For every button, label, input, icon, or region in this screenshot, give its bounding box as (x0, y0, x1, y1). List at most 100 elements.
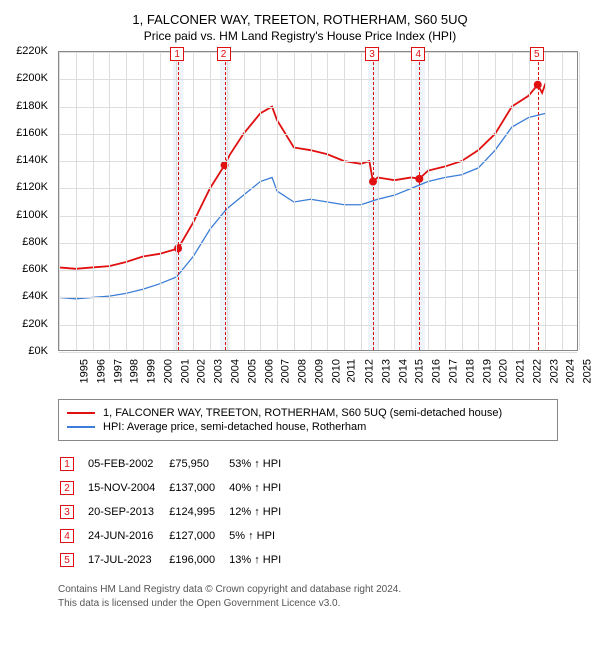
x-axis-label: 2002 (196, 359, 208, 383)
gridline-v (244, 52, 245, 350)
gridline-v (545, 52, 546, 350)
x-axis-label: 2024 (565, 359, 577, 383)
event-line (419, 52, 420, 350)
legend-swatch (67, 426, 95, 428)
event-date: 17-JUL-2023 (88, 549, 167, 571)
gridline-v (193, 52, 194, 350)
gridline-h (59, 270, 577, 271)
x-axis-label: 2014 (397, 359, 409, 383)
event-date: 05-FEB-2002 (88, 453, 167, 475)
gridline-v (529, 52, 530, 350)
x-axis-label: 1998 (129, 359, 141, 383)
x-axis-label: 2011 (346, 359, 358, 383)
y-axis-label: £60K (8, 263, 48, 275)
gridline-v (160, 52, 161, 350)
gridline-v (311, 52, 312, 350)
gridline-v (579, 52, 580, 350)
gridline-h (59, 297, 577, 298)
gridline-v (445, 52, 446, 350)
gridline-v (109, 52, 110, 350)
y-axis-label: £140K (8, 154, 48, 166)
gridline-v (294, 52, 295, 350)
event-badge: 3 (365, 47, 379, 61)
x-axis-label: 1997 (112, 359, 124, 383)
gridline-h (59, 52, 577, 53)
gridline-h (59, 352, 577, 353)
x-axis-label: 2009 (313, 359, 325, 383)
event-number-badge: 3 (60, 505, 74, 519)
plot-region (58, 51, 578, 351)
x-axis-label: 2010 (330, 359, 342, 383)
event-delta: 13% ↑ HPI (229, 549, 293, 571)
gridline-v (562, 52, 563, 350)
y-axis-label: £80K (8, 236, 48, 248)
y-axis-label: £0K (8, 345, 48, 357)
gridline-v (344, 52, 345, 350)
x-axis-label: 2020 (498, 359, 510, 383)
x-axis-label: 2017 (448, 359, 460, 383)
event-date: 15-NOV-2004 (88, 477, 167, 499)
event-delta: 40% ↑ HPI (229, 477, 293, 499)
table-row: 105-FEB-2002£75,95053% ↑ HPI (60, 453, 293, 475)
gridline-v (327, 52, 328, 350)
x-axis-label: 2004 (229, 359, 241, 383)
footer-line2: This data is licensed under the Open Gov… (58, 597, 590, 611)
gridline-h (59, 107, 577, 108)
event-delta: 12% ↑ HPI (229, 501, 293, 523)
y-axis-label: £220K (8, 45, 48, 57)
x-axis-label: 2025 (582, 359, 594, 383)
event-line (373, 52, 374, 350)
x-axis-label: 2013 (380, 359, 392, 383)
x-axis-label: 1995 (78, 359, 90, 383)
event-price: £196,000 (169, 549, 227, 571)
event-delta: 5% ↑ HPI (229, 525, 293, 547)
y-axis-label: £200K (8, 72, 48, 84)
gridline-v (277, 52, 278, 350)
table-row: 424-JUN-2016£127,0005% ↑ HPI (60, 525, 293, 547)
event-number-badge: 4 (60, 529, 74, 543)
event-number-badge: 1 (60, 457, 74, 471)
x-axis-label: 2005 (246, 359, 258, 383)
gridline-v (76, 52, 77, 350)
table-row: 215-NOV-2004£137,00040% ↑ HPI (60, 477, 293, 499)
y-axis-label: £160K (8, 127, 48, 139)
gridline-h (59, 79, 577, 80)
gridline-v (59, 52, 60, 350)
gridline-v (361, 52, 362, 350)
series-line-price_paid (59, 83, 545, 268)
y-axis-label: £100K (8, 209, 48, 221)
x-axis-label: 2006 (263, 359, 275, 383)
x-axis-label: 1996 (95, 359, 107, 383)
x-axis-label: 2018 (464, 359, 476, 383)
gridline-v (126, 52, 127, 350)
x-axis-label: 2007 (280, 359, 292, 383)
gridline-h (59, 243, 577, 244)
event-line (225, 52, 226, 350)
x-axis-label: 2019 (481, 359, 493, 383)
event-badge: 4 (411, 47, 425, 61)
gridline-v (210, 52, 211, 350)
y-axis-label: £120K (8, 181, 48, 193)
gridline-v (143, 52, 144, 350)
gridline-v (227, 52, 228, 350)
event-date: 24-JUN-2016 (88, 525, 167, 547)
x-axis-label: 1999 (146, 359, 158, 383)
events-table: 105-FEB-2002£75,95053% ↑ HPI215-NOV-2004… (58, 451, 295, 573)
chart-title: 1, FALCONER WAY, TREETON, ROTHERHAM, S60… (10, 12, 590, 27)
gridline-v (462, 52, 463, 350)
event-badge: 1 (170, 47, 184, 61)
gridline-h (59, 216, 577, 217)
event-number-badge: 5 (60, 553, 74, 567)
event-badge: 2 (217, 47, 231, 61)
gridline-v (478, 52, 479, 350)
x-axis-label: 2008 (297, 359, 309, 383)
event-line (538, 52, 539, 350)
y-axis-label: £180K (8, 100, 48, 112)
event-price: £137,000 (169, 477, 227, 499)
event-price: £124,995 (169, 501, 227, 523)
gridline-h (59, 325, 577, 326)
legend-item: HPI: Average price, semi-detached house,… (67, 421, 549, 433)
y-axis-label: £20K (8, 318, 48, 330)
event-delta: 53% ↑ HPI (229, 453, 293, 475)
gridline-h (59, 188, 577, 189)
